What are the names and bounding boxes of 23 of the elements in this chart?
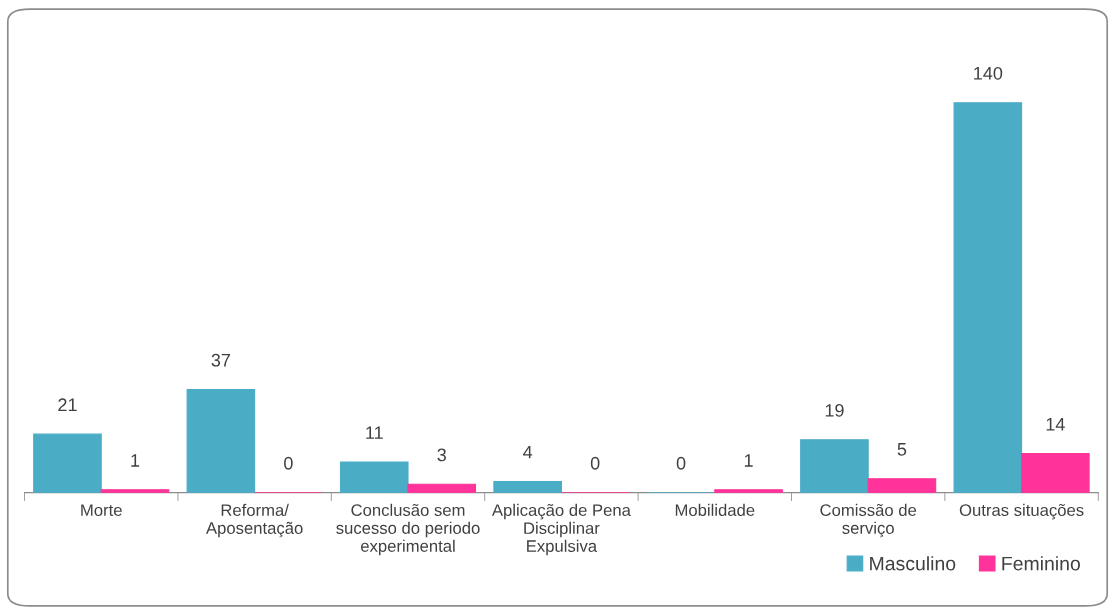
x-tick-label: Conclusão sem sucesso do periodo experimental — [336, 503, 480, 556]
data-label: 19 — [825, 403, 844, 417]
data-label: 5 — [897, 443, 907, 456]
x-tick-label: Mobilidade — [675, 503, 755, 517]
x-tick-label: Outras situações — [959, 503, 1084, 520]
legend-label: Feminino — [1002, 556, 1080, 571]
data-label: 1 — [744, 454, 753, 467]
x-tick-label: Comissão de serviço — [820, 503, 917, 538]
x-tick-label: Morte — [81, 504, 122, 517]
x-tick-label: Reforma/ Aposentação — [206, 503, 303, 538]
data-label: 1 — [131, 454, 140, 467]
x-tick-label: Aplicação de Pena Disciplinar Expulsiva — [491, 503, 631, 556]
data-label: 0 — [590, 456, 600, 470]
data-label: 0 — [676, 456, 686, 470]
data-label: 14 — [1046, 418, 1065, 431]
data-label: 21 — [58, 398, 77, 411]
data-label: 11 — [366, 426, 383, 439]
data-label: 140 — [974, 66, 1003, 80]
data-label: 3 — [437, 448, 446, 462]
data-label: 0 — [284, 456, 293, 470]
legend-label: Masculino — [870, 556, 956, 571]
data-label: 37 — [211, 353, 231, 367]
data-label: 4 — [523, 445, 533, 459]
